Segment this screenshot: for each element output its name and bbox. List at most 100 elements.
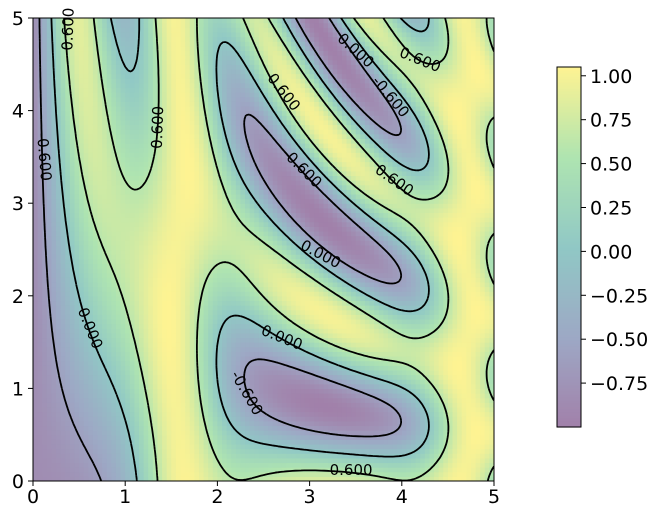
heatmap-cell [139,82,145,89]
heatmap-cell [102,457,108,464]
heatmap-cell [33,175,39,181]
heatmap-cell [83,170,89,177]
heatmap-cell [240,291,246,297]
heatmap-cell [106,45,112,52]
heatmap-cell [217,156,223,163]
heatmap-cell [111,309,117,315]
heatmap-cell [222,184,228,190]
heatmap-cell [51,254,57,260]
heatmap-cell [51,166,57,172]
heatmap-cell [125,342,131,348]
heatmap-cell [198,212,205,218]
heatmap-cell [83,55,89,61]
heatmap-cell [42,249,48,255]
heatmap-cell [83,397,89,403]
heatmap-cell [92,59,99,65]
heatmap-cell [79,87,85,93]
heatmap-cell [157,161,163,167]
heatmap-cell [88,124,94,130]
heatmap-cell [198,45,205,52]
heatmap-cell [120,221,126,227]
heatmap-cell [46,425,53,431]
heatmap-cell [65,346,71,352]
heatmap-cell [254,22,260,28]
heatmap-cell [56,448,62,454]
heatmap-cell [97,115,103,121]
heatmap-cell [143,430,149,436]
heatmap-cell [97,254,103,260]
heatmap-cell [92,240,99,246]
heatmap-cell [203,41,209,47]
heatmap-cell [185,360,191,366]
heatmap-cell [37,180,43,186]
heatmap-cell [258,471,265,477]
heatmap-cell [129,119,136,126]
heatmap-cell [203,388,209,394]
heatmap-cell [134,295,140,302]
heatmap-cell [245,443,251,450]
heatmap-cell [106,50,112,56]
heatmap-cell [222,397,228,403]
heatmap-cell [79,198,85,204]
heatmap-cell [226,420,232,427]
heatmap-cell [134,286,140,292]
heatmap-cell [208,369,214,376]
heatmap-cell [249,170,255,177]
heatmap-cell [166,258,172,264]
heatmap-cell [175,138,182,144]
heatmap-cell [37,212,43,218]
heatmap-cell [171,439,177,445]
heatmap-cell [134,124,140,130]
heatmap-cell [166,476,172,481]
heatmap-cell [166,73,172,79]
heatmap-cell [125,411,131,417]
heatmap-cell [258,443,265,450]
heatmap-cell [56,59,62,65]
heatmap-cell [92,170,99,177]
heatmap-cell [231,323,237,329]
heatmap-cell [208,147,214,153]
heatmap-cell [226,27,232,33]
heatmap-cell [65,82,71,89]
heatmap-cell [194,411,200,417]
heatmap-cell [129,430,136,436]
heatmap-cell [129,406,136,413]
heatmap-cell [46,133,53,139]
heatmap-cell [42,388,48,394]
heatmap-cell [102,471,108,477]
heatmap-cell [222,443,228,450]
heatmap-cell [240,272,246,278]
heatmap-cell [111,328,117,334]
heatmap-cell [139,323,145,329]
heatmap-cell [79,41,85,47]
heatmap-cell [65,254,71,260]
heatmap-cell [139,124,145,130]
heatmap-cell [258,383,265,389]
heatmap-cell [37,138,43,144]
heatmap-cell [245,305,251,311]
heatmap-cell [92,166,99,172]
heatmap-cell [162,425,168,431]
heatmap-cell [148,207,154,214]
heatmap-cell [115,309,122,315]
heatmap-cell [203,73,209,79]
heatmap-cell [129,55,136,61]
heatmap-cell [60,244,66,251]
heatmap-cell [235,110,242,116]
heatmap-cell [56,277,62,283]
heatmap-cell [88,92,94,98]
heatmap-cell [92,221,99,227]
heatmap-cell [245,129,251,135]
heatmap-cell [171,41,177,47]
heatmap-cell [46,379,53,385]
heatmap-cell [111,425,117,431]
heatmap-cell [226,115,232,121]
heatmap-cell [74,203,80,209]
heatmap-cell [226,369,232,376]
heatmap-cell [106,277,112,283]
heatmap-cell [79,323,85,329]
heatmap-cell [97,388,103,394]
heatmap-cell [222,365,228,371]
heatmap-cell [42,286,48,292]
heatmap-cell [203,351,209,357]
